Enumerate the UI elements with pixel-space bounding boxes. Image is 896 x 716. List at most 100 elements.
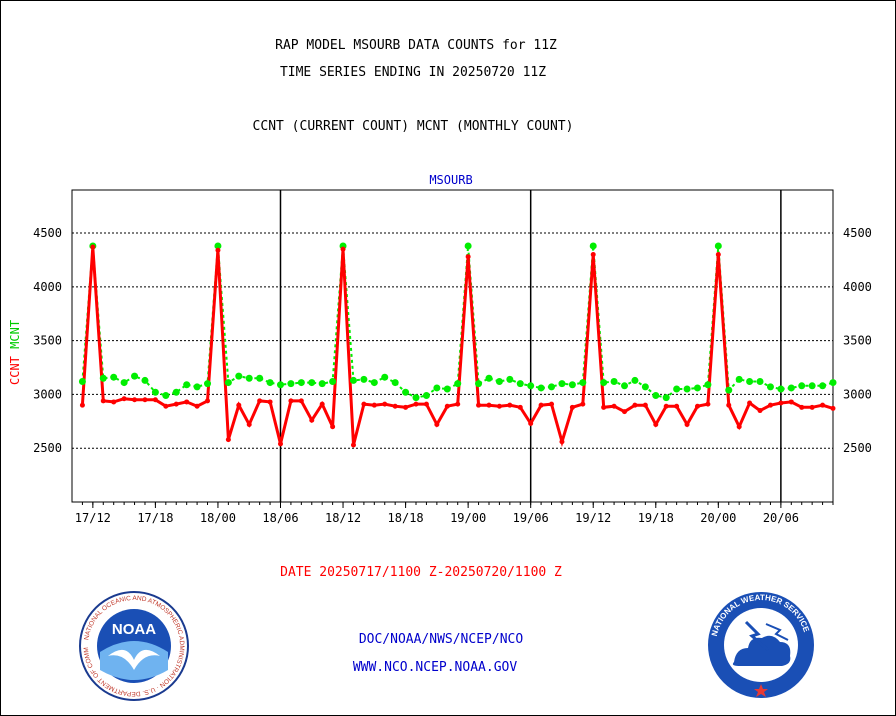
- data-point-mcnt: [318, 380, 326, 388]
- data-point-ccnt: [632, 402, 638, 408]
- data-point-mcnt: [506, 375, 514, 383]
- data-point-ccnt: [476, 402, 482, 408]
- data-point-mcnt: [641, 383, 649, 391]
- data-point-ccnt: [309, 417, 315, 423]
- data-point-mcnt: [589, 242, 597, 250]
- series-line-ccnt: [80, 246, 834, 448]
- data-point-mcnt: [652, 391, 660, 399]
- data-point-ccnt: [194, 403, 200, 409]
- data-point-ccnt: [423, 401, 429, 407]
- data-point-mcnt: [798, 382, 806, 390]
- y-tick-label-right: 2500: [843, 441, 872, 455]
- data-point-mcnt: [78, 378, 86, 386]
- y-tick-label-right: 4000: [843, 280, 872, 294]
- x-tick-label: 19/00: [450, 511, 486, 525]
- data-point-ccnt: [726, 402, 732, 408]
- y-tick-label-right: 3500: [843, 334, 872, 348]
- data-point-mcnt: [662, 394, 670, 402]
- chart-title-line2: TIME SERIES ENDING IN 20250720 11Z: [279, 65, 547, 80]
- data-point-ccnt: [767, 402, 773, 408]
- data-point-ccnt: [350, 442, 356, 448]
- data-point-mcnt: [172, 388, 180, 396]
- panel-label: MSOURB: [429, 173, 473, 187]
- x-tick-label: 19/18: [638, 511, 674, 525]
- data-point-mcnt: [819, 382, 827, 390]
- data-point-mcnt: [297, 379, 305, 387]
- data-point-ccnt: [288, 398, 294, 404]
- data-point-ccnt: [444, 403, 450, 409]
- data-point-mcnt: [464, 242, 472, 250]
- data-point-mcnt: [693, 384, 701, 392]
- data-point-ccnt: [142, 397, 148, 403]
- data-point-ccnt: [371, 402, 377, 408]
- data-point-mcnt: [787, 384, 795, 392]
- data-point-mcnt: [412, 394, 420, 402]
- data-point-ccnt: [434, 422, 440, 428]
- data-point-ccnt: [246, 422, 252, 428]
- x-tick-label: 20/00: [700, 511, 736, 525]
- data-point-mcnt: [475, 380, 483, 388]
- data-point-mcnt: [391, 379, 399, 387]
- data-point-mcnt: [673, 385, 681, 393]
- data-point-ccnt: [413, 401, 419, 407]
- data-point-ccnt: [788, 399, 794, 405]
- data-point-ccnt: [622, 409, 628, 415]
- data-point-ccnt: [642, 402, 648, 408]
- data-point-mcnt: [454, 380, 462, 388]
- data-point-ccnt: [538, 402, 544, 408]
- data-point-ccnt: [757, 408, 763, 414]
- data-point-mcnt: [683, 385, 691, 393]
- data-point-mcnt: [568, 381, 576, 389]
- x-tick-label: 19/12: [575, 511, 611, 525]
- data-point-mcnt: [329, 378, 337, 386]
- data-point-mcnt: [548, 383, 556, 391]
- data-point-ccnt: [340, 246, 346, 252]
- y-tick-label-right: 4500: [843, 226, 872, 240]
- data-point-ccnt: [663, 403, 669, 409]
- data-point-mcnt: [308, 379, 316, 387]
- x-tick-label: 17/12: [75, 511, 111, 525]
- data-point-ccnt: [486, 402, 492, 408]
- data-point-mcnt: [495, 378, 503, 386]
- data-point-mcnt: [621, 382, 629, 390]
- org-link[interactable]: DOC/NOAA/NWS/NCEP/NCO: [358, 632, 524, 647]
- data-point-mcnt: [141, 376, 149, 384]
- data-point-mcnt: [214, 242, 222, 250]
- data-point-ccnt: [79, 402, 85, 408]
- data-point-mcnt: [704, 381, 712, 389]
- x-tick-label: 18/06: [262, 511, 298, 525]
- data-point-ccnt: [277, 441, 283, 447]
- data-point-mcnt: [276, 381, 284, 389]
- data-point-mcnt: [516, 380, 524, 388]
- data-point-ccnt: [111, 399, 117, 405]
- data-point-mcnt: [735, 375, 743, 383]
- data-point-mcnt: [235, 372, 243, 380]
- data-point-mcnt: [381, 373, 389, 381]
- y-tick-label-right: 3000: [843, 387, 872, 401]
- data-point-ccnt: [215, 247, 221, 253]
- data-point-mcnt: [287, 380, 295, 388]
- data-point-mcnt: [777, 385, 785, 393]
- data-point-ccnt: [319, 401, 325, 407]
- x-tick-label: 18/12: [325, 511, 361, 525]
- data-point-mcnt: [110, 373, 118, 381]
- data-point-mcnt: [162, 391, 170, 399]
- data-point-ccnt: [705, 401, 711, 407]
- data-point-mcnt: [527, 382, 535, 390]
- data-point-ccnt: [361, 401, 367, 407]
- data-point-mcnt: [443, 385, 451, 393]
- data-point-mcnt: [402, 388, 410, 396]
- website-link[interactable]: WWW.NCO.NCEP.NOAA.GOV: [352, 660, 518, 675]
- data-point-mcnt: [756, 378, 764, 386]
- data-point-ccnt: [809, 404, 815, 410]
- data-point-mcnt: [600, 379, 608, 387]
- data-point-mcnt: [370, 379, 378, 387]
- data-point-mcnt: [204, 380, 212, 388]
- data-point-mcnt: [485, 374, 493, 382]
- data-point-ccnt: [507, 402, 513, 408]
- data-point-mcnt: [558, 380, 566, 388]
- data-point-mcnt: [433, 384, 441, 392]
- data-point-ccnt: [674, 403, 680, 409]
- data-point-ccnt: [715, 252, 721, 258]
